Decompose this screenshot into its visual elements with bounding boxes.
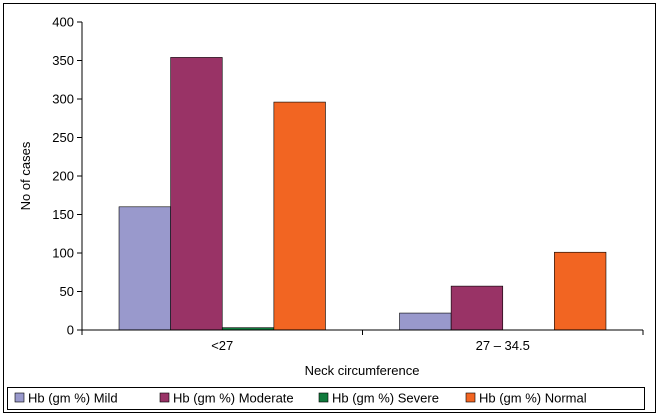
legend-box: [7, 387, 645, 410]
bar: [554, 251, 607, 331]
y-axis-ticks: 0 50 100 150 200 250 300 350 400: [52, 15, 82, 338]
x-tick-label: 27 – 34.5: [476, 338, 530, 353]
legend-swatch: [14, 392, 25, 403]
y-tick-label: 200: [52, 169, 74, 184]
y-tick-label: 100: [52, 246, 74, 261]
y-tick-label: 350: [52, 53, 74, 68]
y-tick-label: 400: [52, 15, 74, 30]
y-axis-title: No of cases: [18, 141, 33, 210]
bar: [399, 312, 452, 331]
x-axis-ticks: <27 27 – 34.5: [81, 330, 644, 353]
bar: [170, 57, 223, 331]
bar: [273, 101, 326, 331]
y-tick-label: 150: [52, 207, 74, 222]
y-tick-label: 50: [60, 284, 74, 299]
y-tick-label: 250: [52, 130, 74, 145]
bars-layer: [118, 57, 607, 331]
legend-label: Hb (gm %) Moderate: [173, 391, 294, 406]
legend-swatch: [318, 392, 329, 403]
legend-swatch: [159, 392, 170, 403]
bar: [118, 206, 171, 331]
legend-swatch: [465, 392, 476, 403]
bar: [450, 285, 504, 331]
legend: Hb (gm %) Mild Hb (gm %) Moderate Hb (gm %…: [14, 391, 587, 406]
legend-label: Hb (gm %) Normal: [479, 391, 587, 406]
x-axis-title: Neck circumference: [305, 363, 420, 378]
y-tick-label: 300: [52, 92, 74, 107]
chart-frame: [3, 3, 656, 413]
y-tick-label: 0: [67, 323, 74, 338]
legend-label: Hb (gm %) Mild: [28, 391, 118, 406]
x-tick-label: <27: [211, 338, 233, 353]
legend-label: Hb (gm %) Severe: [332, 391, 439, 406]
